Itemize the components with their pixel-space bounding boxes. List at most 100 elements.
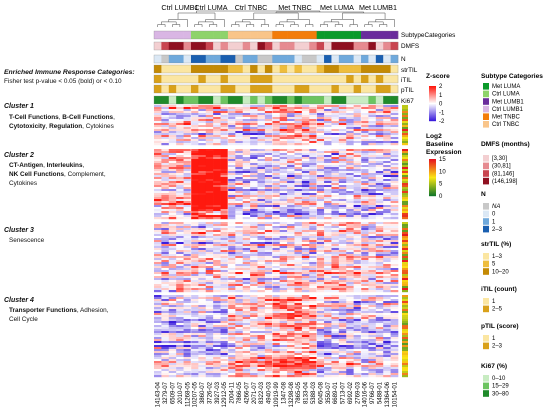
heatmap-cell	[375, 121, 384, 124]
heatmap-cell	[279, 143, 288, 146]
heatmap-cell	[235, 286, 244, 289]
heatmap-cell	[309, 107, 317, 110]
heatmap-cell	[309, 345, 317, 348]
heatmap-cell	[257, 161, 266, 164]
heatmap-cell	[257, 307, 266, 310]
heatmap-cell	[257, 331, 266, 334]
heatmap-cell	[220, 317, 229, 320]
heatmap-cell	[294, 141, 303, 144]
heatmap-cell	[213, 215, 221, 218]
heatmap-cell	[346, 327, 354, 330]
cluster-1-comma-1: ,	[113, 114, 115, 121]
heatmap-cell	[316, 337, 325, 340]
heatmap-cell	[375, 163, 384, 166]
heatmap-cell	[205, 278, 214, 281]
heatmap-cell	[168, 258, 177, 261]
heatmap-cell	[309, 131, 317, 134]
heatmap-cell	[383, 238, 391, 241]
heatmap-cell	[301, 270, 310, 273]
heatmap-cell	[264, 367, 273, 370]
heatmap-cell	[368, 284, 377, 287]
heatmap-cell	[161, 357, 170, 360]
heatmap-cell	[338, 258, 347, 261]
heatmap-cell	[361, 262, 369, 265]
heatmap-cell	[331, 254, 340, 257]
heatmap-cell	[390, 203, 399, 206]
heatmap-cell	[198, 173, 207, 176]
heatmap-cell	[324, 260, 332, 263]
heatmap-cell	[294, 213, 303, 216]
heatmap-cell	[257, 181, 266, 184]
heatmap-cell	[301, 224, 310, 227]
heatmap-cell	[190, 280, 199, 283]
heatmap-cell	[368, 131, 377, 134]
heatmap-cell	[309, 236, 317, 239]
annotation-cell	[375, 75, 384, 83]
heatmap-cell	[272, 335, 280, 338]
heatmap-cell	[294, 256, 303, 259]
heatmap-cell	[198, 345, 207, 348]
heatmap-cell	[198, 303, 207, 306]
heatmap-cell	[279, 369, 288, 372]
heatmap-cell	[294, 137, 303, 140]
heatmap-cell	[183, 329, 192, 332]
heatmap-cell	[250, 337, 258, 340]
heatmap-cell	[287, 143, 295, 146]
heatmap-cell	[324, 375, 332, 378]
heatmap-cell	[353, 303, 362, 306]
log2-cell	[402, 337, 408, 340]
heatmap-cell	[235, 193, 244, 196]
heatmap-cell	[294, 167, 303, 170]
heatmap-cell	[154, 327, 162, 330]
heatmap-cell	[272, 319, 280, 322]
log2-cell	[402, 171, 408, 174]
heatmap-cell	[190, 139, 199, 142]
heatmap-cell	[257, 373, 266, 376]
heatmap-cell	[301, 127, 310, 130]
heatmap-cell	[324, 317, 332, 320]
heatmap-cell	[264, 121, 273, 124]
sample-id-label: 14016-06	[363, 381, 369, 407]
heatmap-cell	[198, 351, 207, 354]
heatmap-cell	[235, 171, 244, 174]
heatmap-cell	[154, 191, 162, 194]
heatmap-cell	[154, 197, 162, 200]
sample-id-label: 14143-04	[156, 381, 162, 407]
cluster-2-title: Cluster 2	[4, 152, 34, 159]
heatmap-cell	[257, 119, 266, 122]
heatmap-cell	[301, 111, 310, 114]
heatmap-cell	[272, 113, 280, 116]
heatmap-cell	[287, 195, 295, 198]
heatmap-cell	[161, 195, 170, 198]
heatmap-cell	[353, 111, 362, 114]
heatmap-cell	[220, 297, 229, 300]
heatmap-cell	[279, 113, 288, 116]
heatmap-cell	[331, 143, 340, 146]
heatmap-cell	[227, 238, 236, 241]
heatmap-cell	[301, 367, 310, 370]
heatmap-cell	[324, 127, 332, 130]
heatmap-cell	[235, 228, 244, 231]
heatmap-cell	[353, 109, 362, 112]
heatmap-cell	[220, 307, 229, 310]
heatmap-cell	[168, 133, 177, 136]
heatmap-cell	[301, 109, 310, 112]
heatmap-cell	[242, 163, 251, 166]
heatmap-cell	[287, 266, 295, 269]
heatmap-cell	[331, 335, 340, 338]
heatmap-cell	[257, 315, 266, 318]
heatmap-cell	[390, 373, 399, 376]
heatmap-cell	[176, 252, 184, 255]
heatmap-cell	[176, 272, 184, 275]
heatmap-cell	[168, 359, 177, 362]
heatmap-cell	[287, 167, 295, 170]
heatmap-cell	[205, 295, 214, 298]
heatmap-cell	[213, 161, 221, 164]
heatmap-cell	[235, 234, 244, 237]
heatmap-cell	[205, 135, 214, 138]
heatmap-cell	[176, 238, 184, 241]
heatmap-cell	[338, 240, 347, 243]
heatmap-cell	[279, 125, 288, 128]
heatmap-cell	[383, 268, 391, 271]
heatmap-cell	[294, 169, 303, 172]
